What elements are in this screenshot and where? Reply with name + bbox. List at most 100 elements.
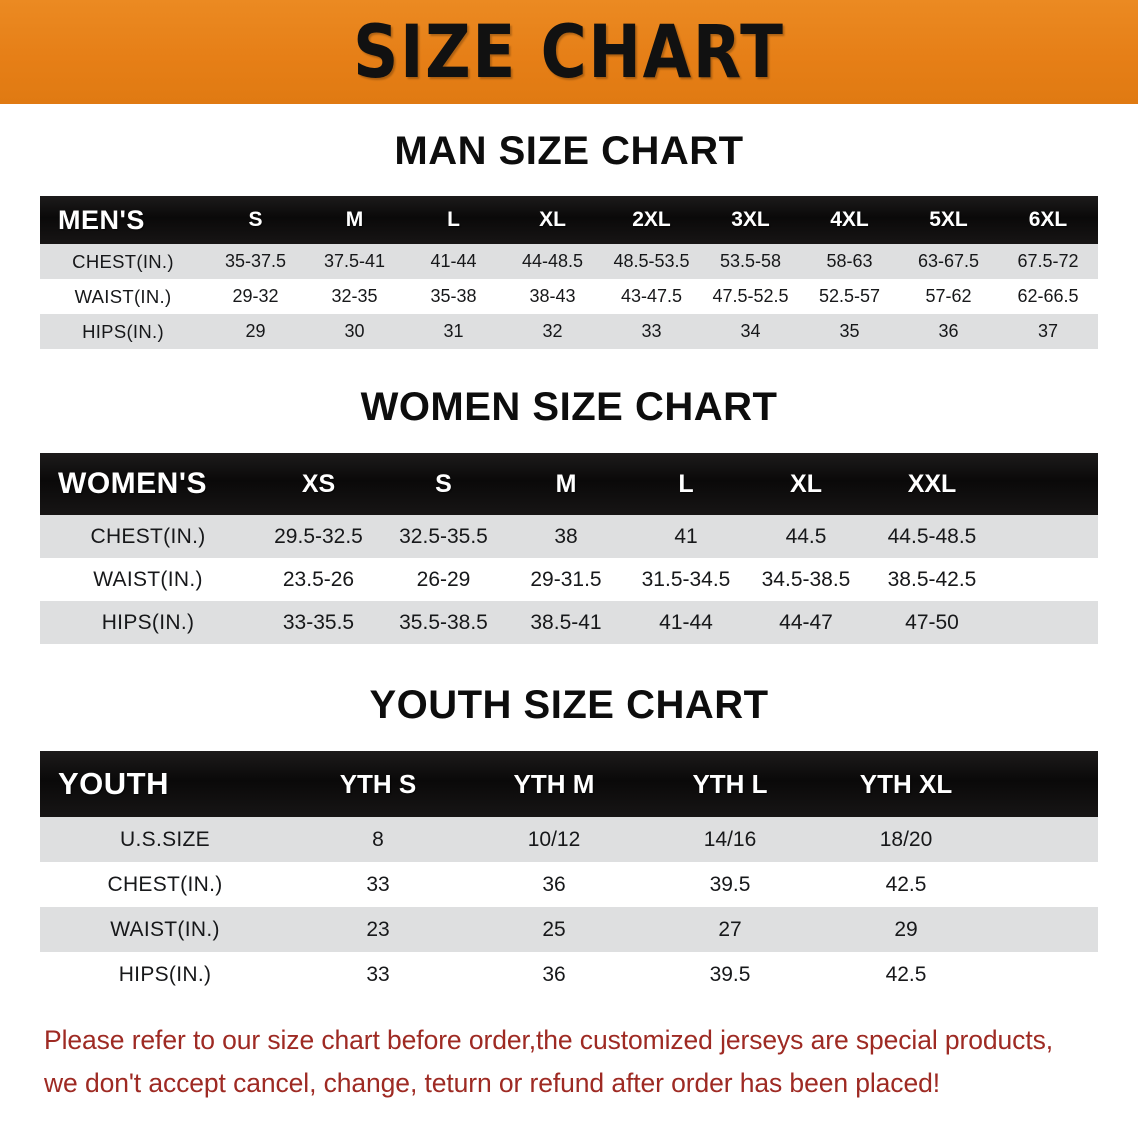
cell: 33	[290, 952, 466, 997]
cell: 37.5-41	[305, 244, 404, 279]
row-label: WAIST(IN.)	[40, 279, 206, 314]
cell: 10/12	[466, 817, 642, 862]
women-col-spacer	[998, 453, 1098, 515]
cell: 44-48.5	[503, 244, 602, 279]
row-label: CHEST(IN.)	[40, 515, 256, 558]
youth-col-s: YTH S	[339, 768, 417, 799]
cell: 41	[626, 515, 746, 558]
cell: 38-43	[503, 279, 602, 314]
man-table-header: MEN'S S M L XL 2XL 3XL 4XL 5XL 6XL	[40, 196, 1098, 244]
man-size-table: MEN'S S M L XL 2XL 3XL 4XL 5XL 6XL CHEST…	[40, 196, 1098, 349]
table-header-row: WOMEN'S XS S M L XL XXL	[40, 453, 1098, 515]
cell-spacer	[998, 515, 1098, 558]
cell: 58-63	[800, 244, 899, 279]
table-row: CHEST(IN.) 29.5-32.5 32.5-35.5 38 41 44.…	[40, 515, 1098, 558]
note-line-2: we don't accept cancel, change, teturn o…	[44, 1068, 940, 1098]
table-row: WAIST(IN.) 23 25 27 29	[40, 907, 1098, 952]
cell: 44-47	[746, 601, 866, 644]
cell: 26-29	[381, 558, 506, 601]
cell: 18/20	[818, 817, 994, 862]
cell: 36	[899, 314, 998, 349]
table-row: HIPS(IN.) 29 30 31 32 33 34 35 36 37	[40, 314, 1098, 349]
cell: 36	[466, 952, 642, 997]
cell: 30	[305, 314, 404, 349]
cell: 47-50	[866, 601, 998, 644]
cell-spacer	[998, 601, 1098, 644]
table-row: WAIST(IN.) 23.5-26 26-29 29-31.5 31.5-34…	[40, 558, 1098, 601]
cell: 37	[998, 314, 1098, 349]
cell: 63-67.5	[899, 244, 998, 279]
cell: 42.5	[818, 952, 994, 997]
youth-corner-label: YOUTH	[58, 766, 169, 801]
cell: 32-35	[305, 279, 404, 314]
cell: 29-32	[206, 279, 305, 314]
cell: 67.5-72	[998, 244, 1098, 279]
cell: 32	[503, 314, 602, 349]
cell: 23.5-26	[256, 558, 381, 601]
cell: 47.5-52.5	[701, 279, 800, 314]
cell: 8	[290, 817, 466, 862]
table-row: U.S.SIZE 8 10/12 14/16 18/20	[40, 817, 1098, 862]
cell-spacer	[994, 862, 1098, 907]
cell: 44.5-48.5	[866, 515, 998, 558]
cell: 23	[290, 907, 466, 952]
cell: 36	[466, 862, 642, 907]
women-col-l: L	[678, 469, 694, 498]
cell: 35-37.5	[206, 244, 305, 279]
man-col-xl: XL	[539, 208, 566, 231]
cell: 29	[206, 314, 305, 349]
women-corner-label: WOMEN'S	[58, 467, 207, 500]
youth-col-xl: YTH XL	[859, 768, 953, 799]
cell: 43-47.5	[602, 279, 701, 314]
women-col-s: S	[435, 469, 452, 498]
cell: 39.5	[642, 952, 818, 997]
page-title: SIZE CHART	[353, 9, 785, 95]
cell: 35.5-38.5	[381, 601, 506, 644]
cell: 33	[290, 862, 466, 907]
youth-col-l: YTH L	[692, 768, 768, 799]
man-col-5xl: 5XL	[929, 208, 968, 231]
row-label: CHEST(IN.)	[40, 862, 290, 907]
cell-spacer	[994, 952, 1098, 997]
cell: 39.5	[642, 862, 818, 907]
cell: 53.5-58	[701, 244, 800, 279]
man-table-body: CHEST(IN.) 35-37.5 37.5-41 41-44 44-48.5…	[40, 244, 1098, 349]
women-col-xl: XL	[790, 469, 822, 498]
man-corner-label: MEN'S	[58, 204, 145, 235]
row-label: HIPS(IN.)	[40, 601, 256, 644]
cell: 29-31.5	[506, 558, 626, 601]
chart-content: MAN SIZE CHART MEN'S S M L XL 2XL 3XL 4X…	[0, 104, 1138, 1132]
cell: 44.5	[746, 515, 866, 558]
table-row: HIPS(IN.) 33-35.5 35.5-38.5 38.5-41 41-4…	[40, 601, 1098, 644]
cell: 31	[404, 314, 503, 349]
man-col-3xl: 3XL	[731, 208, 770, 231]
man-col-s: S	[248, 208, 263, 231]
cell: 29	[818, 907, 994, 952]
return-policy-note: Please refer to our size chart before or…	[40, 1019, 1098, 1105]
row-label: WAIST(IN.)	[40, 558, 256, 601]
women-section-title: WOMEN SIZE CHART	[360, 385, 778, 429]
man-col-4xl: 4XL	[830, 208, 869, 231]
man-col-m: M	[345, 208, 364, 231]
man-col-l: L	[447, 208, 460, 231]
cell: 41-44	[404, 244, 503, 279]
cell: 25	[466, 907, 642, 952]
row-label: U.S.SIZE	[40, 817, 290, 862]
youth-section-title: YOUTH SIZE CHART	[369, 683, 769, 727]
cell: 35-38	[404, 279, 503, 314]
cell: 14/16	[642, 817, 818, 862]
cell: 38.5-41	[506, 601, 626, 644]
women-size-table: WOMEN'S XS S M L XL XXL CHEST(IN.) 29.5-…	[40, 453, 1098, 644]
cell: 33	[602, 314, 701, 349]
cell: 33-35.5	[256, 601, 381, 644]
cell: 31.5-34.5	[626, 558, 746, 601]
row-label: HIPS(IN.)	[40, 314, 206, 349]
table-row: HIPS(IN.) 33 36 39.5 42.5	[40, 952, 1098, 997]
women-col-xs: XS	[301, 469, 336, 498]
youth-table-body: U.S.SIZE 8 10/12 14/16 18/20 CHEST(IN.) …	[40, 817, 1098, 997]
cell: 34	[701, 314, 800, 349]
table-row: CHEST(IN.) 35-37.5 37.5-41 41-44 44-48.5…	[40, 244, 1098, 279]
cell-spacer	[998, 558, 1098, 601]
cell: 32.5-35.5	[381, 515, 506, 558]
